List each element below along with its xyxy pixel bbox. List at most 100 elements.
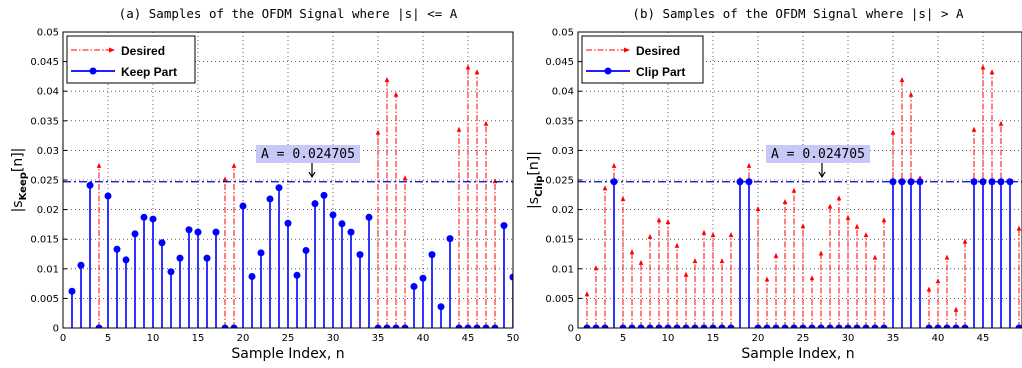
desired-stem xyxy=(584,291,590,328)
desired-arrow xyxy=(782,198,788,204)
desired-stem xyxy=(474,69,480,328)
threshold-annotation: A = 0.024705 xyxy=(256,145,360,179)
data-point xyxy=(592,324,600,328)
desired-arrow xyxy=(944,254,950,260)
legend-clip-symbol xyxy=(586,67,630,75)
legend-label: Keep Part xyxy=(121,65,177,79)
data-stem xyxy=(961,324,969,328)
data-stem xyxy=(446,235,454,328)
x-tick-label: 35 xyxy=(372,333,385,344)
y-axis-label: |sClip[n]| xyxy=(526,151,545,209)
data-stem xyxy=(988,178,996,328)
desired-arrow xyxy=(593,265,599,271)
data-stem xyxy=(374,324,382,328)
data-point xyxy=(446,235,454,243)
data-stem xyxy=(248,272,256,328)
data-point xyxy=(817,324,825,328)
desired-stem xyxy=(962,238,968,328)
stems xyxy=(583,64,1022,328)
data-stem xyxy=(140,213,148,328)
desired-stem xyxy=(827,203,833,328)
data-point xyxy=(131,230,139,238)
x-tick-label: 40 xyxy=(417,333,430,344)
data-stem xyxy=(410,283,418,328)
chart-title: (b) Samples of the OFDM Signal where |s|… xyxy=(632,6,964,21)
desired-stem xyxy=(845,214,851,328)
data-stem xyxy=(709,324,717,328)
data-point xyxy=(826,324,834,328)
panel-b: (b) Samples of the OFDM Signal where |s|… xyxy=(526,6,1022,362)
data-point xyxy=(311,200,319,208)
y-tick-label: 0.025 xyxy=(545,176,574,187)
data-stem xyxy=(655,324,663,328)
desired-arrow xyxy=(692,258,698,264)
y-tick-label: 0.01 xyxy=(37,264,59,275)
data-point xyxy=(727,324,735,328)
data-stem xyxy=(275,184,283,328)
data-stem xyxy=(799,324,807,328)
desired-arrow xyxy=(674,242,680,248)
y-tick-label: 0 xyxy=(53,324,59,335)
desired-stem xyxy=(701,229,707,328)
data-point xyxy=(356,251,364,259)
stems xyxy=(68,64,513,328)
data-stem xyxy=(122,256,130,328)
axes-frame xyxy=(62,31,514,329)
desired-stem xyxy=(629,249,635,328)
desired-arrow xyxy=(962,238,968,244)
data-point xyxy=(464,324,472,328)
data-stem xyxy=(664,324,672,328)
desired-stem xyxy=(935,278,941,328)
desired-arrow xyxy=(222,176,228,182)
desired-arrow xyxy=(665,219,671,225)
data-stem xyxy=(844,324,852,328)
data-stem xyxy=(347,228,355,328)
y-tick-label: 0 xyxy=(568,324,574,335)
data-point xyxy=(700,324,708,328)
data-stem xyxy=(592,324,600,328)
data-point xyxy=(763,324,771,328)
desired-stem xyxy=(393,91,399,328)
desired-stem xyxy=(719,258,725,328)
x-tick-label: 25 xyxy=(282,333,295,344)
y-label-base: |s xyxy=(526,197,542,209)
data-point xyxy=(167,268,175,276)
desired-arrow xyxy=(719,258,725,264)
data-point xyxy=(95,324,103,328)
data-point xyxy=(455,324,463,328)
x-tick-label: 50 xyxy=(507,333,520,344)
data-point xyxy=(628,324,636,328)
data-stem xyxy=(835,324,843,328)
x-tick-label: 15 xyxy=(707,333,720,344)
data-stem xyxy=(437,303,445,328)
y-tick-label: 0.035 xyxy=(545,116,574,127)
data-point xyxy=(682,324,690,328)
desired-stem xyxy=(674,242,680,328)
legend-box xyxy=(581,35,704,84)
y-ticks: 0 0.005 0.01 0.015 0.02 0.025 0.03 0.035 0.04 0.0… xyxy=(545,28,582,335)
data-stem xyxy=(862,324,870,328)
data-stem xyxy=(194,228,202,328)
y-tick-label: 0.01 xyxy=(552,264,574,275)
data-point xyxy=(637,324,645,328)
data-stem xyxy=(320,191,328,328)
data-stem xyxy=(203,254,211,328)
data-stem xyxy=(131,230,139,328)
data-point xyxy=(601,324,609,328)
data-stem xyxy=(871,324,879,328)
data-stem xyxy=(302,246,310,328)
desired-stem xyxy=(791,187,797,328)
desired-stem xyxy=(402,175,408,328)
data-stem xyxy=(754,324,762,328)
data-stem xyxy=(853,324,861,328)
desired-arrow xyxy=(755,206,761,212)
data-stem xyxy=(338,220,346,328)
data-stem xyxy=(239,202,247,328)
x-tick-label: 20 xyxy=(752,333,765,344)
desired-arrow xyxy=(728,232,734,238)
data-point xyxy=(320,191,328,199)
desired-stem xyxy=(647,233,653,328)
data-point xyxy=(988,178,996,186)
annotation-arrow-head xyxy=(818,171,826,179)
data-stem xyxy=(149,215,157,328)
